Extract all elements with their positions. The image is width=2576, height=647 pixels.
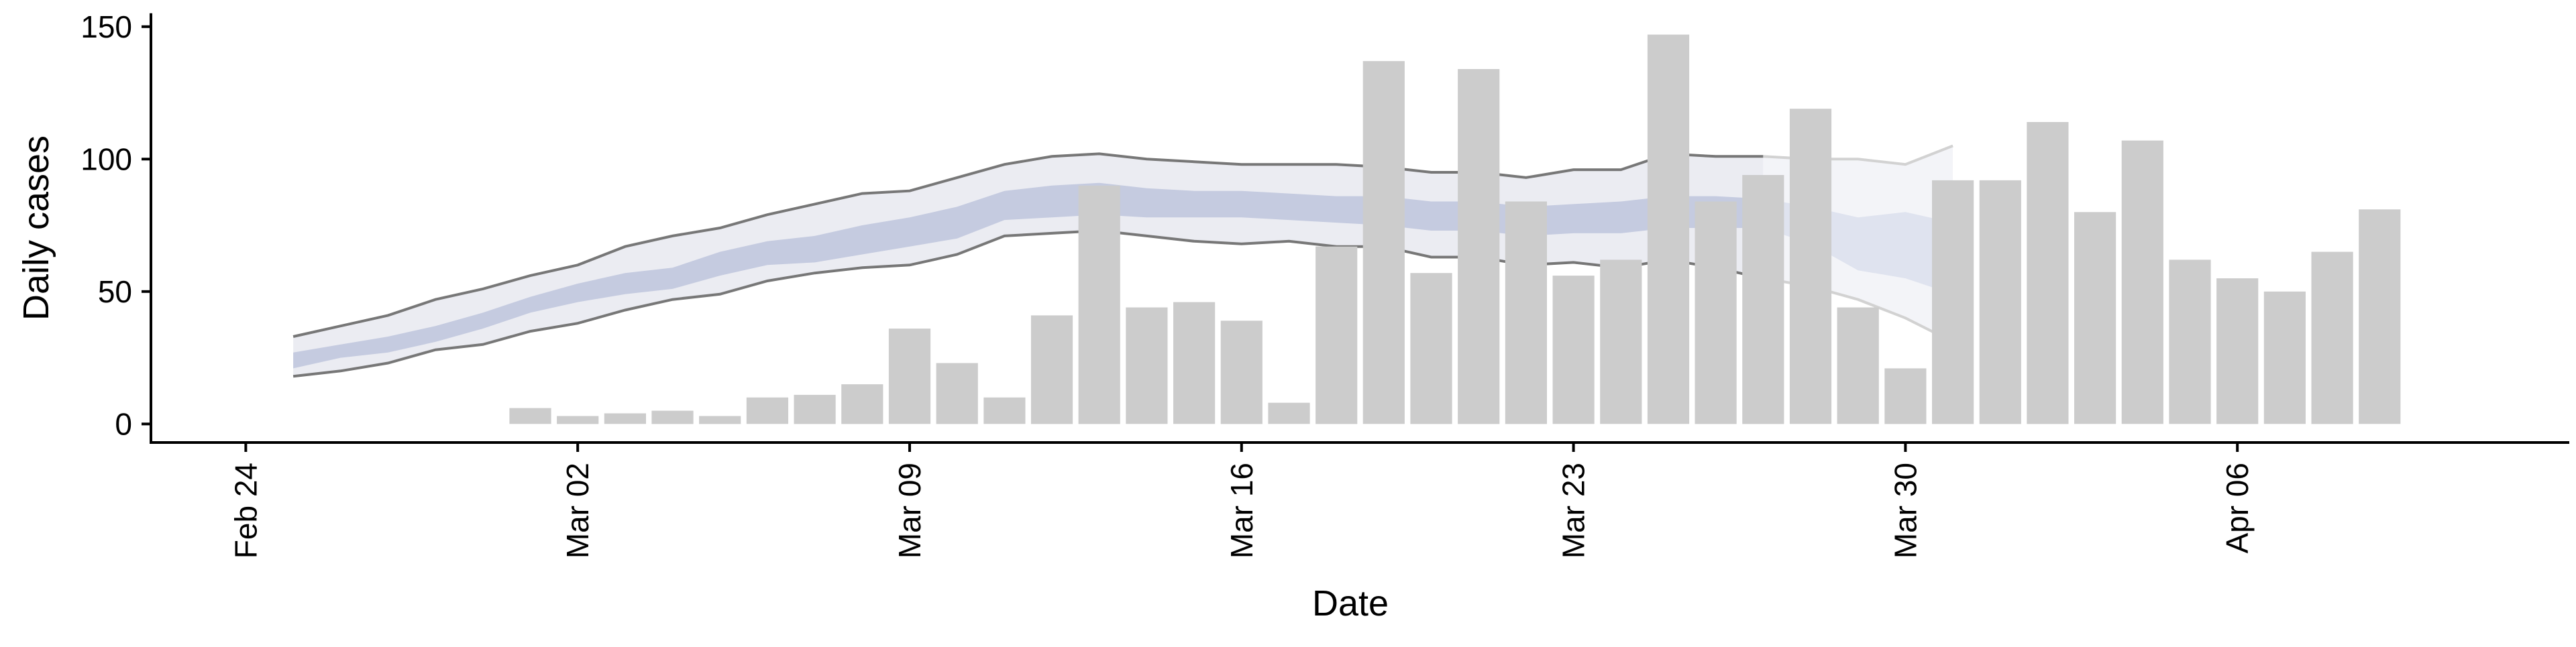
bar [1362, 61, 1405, 424]
bar-series-layer [509, 34, 2401, 424]
bar [699, 416, 741, 424]
bar [2263, 291, 2306, 424]
bar [983, 397, 1026, 424]
bar [2311, 251, 2353, 424]
y-tick-label: 50 [98, 274, 132, 309]
axes-layer [150, 13, 2569, 444]
bar [1316, 246, 1358, 424]
x-tick-label: Apr 06 [2220, 463, 2255, 554]
x-tick-label: Mar 09 [892, 463, 927, 558]
bar [557, 416, 599, 424]
x-axis-ticks: Feb 24 Mar 02 Mar 09 Mar 16 Mar 23 Mar 30 Apr … [228, 443, 2255, 558]
bar [936, 363, 978, 424]
x-tick-label: Mar 02 [560, 463, 595, 558]
y-axis-title: Daily cases [16, 135, 56, 320]
bar [1126, 307, 1168, 424]
y-tick-label: 0 [115, 406, 132, 441]
bar [651, 410, 694, 424]
bar [1600, 259, 1642, 424]
y-axis-ticks: 0 50 100 150 [80, 9, 151, 441]
estimate-upper-line [292, 152, 1764, 338]
bar [1647, 34, 1690, 424]
bar [746, 397, 788, 424]
bar [888, 329, 931, 424]
x-tick-label: Feb 24 [228, 463, 263, 558]
bar [1979, 180, 2021, 424]
y-tick-label: 150 [80, 9, 132, 44]
bar [2169, 259, 2211, 424]
x-tick-label: Mar 30 [1888, 463, 1923, 558]
bar [1078, 185, 1120, 424]
bar [509, 408, 551, 424]
bar [1268, 402, 1310, 424]
bar [1884, 368, 1927, 424]
y-tick-label: 100 [80, 141, 132, 176]
bar [1410, 273, 1452, 424]
bar [1552, 276, 1595, 424]
x-tick-label: Mar 23 [1556, 463, 1591, 558]
bar [1837, 307, 1879, 424]
bar [1932, 180, 1974, 424]
x-axis-title: Date [1312, 583, 1389, 624]
bar [1173, 302, 1216, 424]
bar [2216, 278, 2259, 424]
bar [1789, 109, 1832, 424]
bar [2027, 122, 2069, 424]
bar [2359, 209, 2401, 424]
bar [2121, 140, 2163, 424]
bar [2074, 212, 2116, 424]
bar [604, 413, 646, 424]
bar [1742, 175, 1784, 424]
bar [1695, 201, 1737, 424]
bar [1505, 201, 1547, 424]
bar [1458, 69, 1500, 424]
bar [841, 384, 883, 424]
bar [794, 394, 836, 424]
x-tick-label: Mar 16 [1224, 463, 1259, 558]
bar [1220, 320, 1263, 424]
bar [1030, 315, 1073, 424]
